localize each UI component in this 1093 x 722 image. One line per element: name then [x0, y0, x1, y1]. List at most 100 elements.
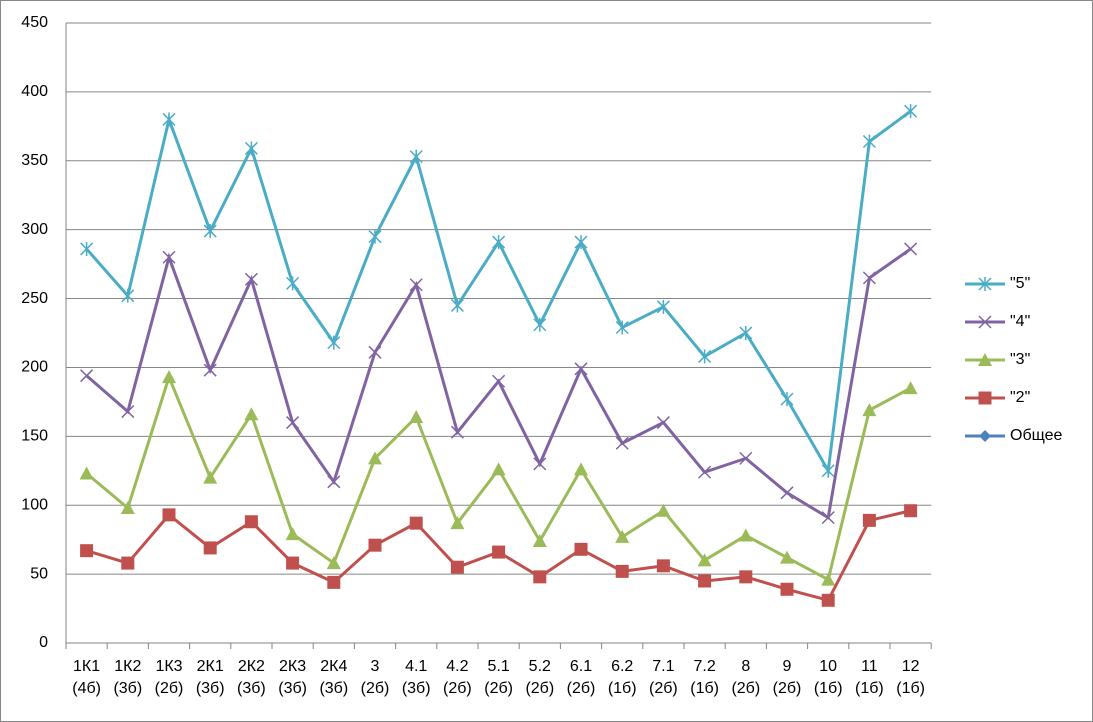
marker: [574, 362, 588, 376]
marker: [450, 298, 464, 313]
y-tick-label: 50: [30, 565, 48, 582]
marker: [162, 112, 176, 127]
marker: [904, 242, 918, 256]
marker: [903, 381, 918, 395]
marker: [656, 416, 670, 430]
marker: [80, 241, 94, 256]
marker: [738, 528, 753, 542]
marker: [244, 272, 258, 286]
x-tick-label: 9 (2б): [772, 658, 802, 697]
marker: [615, 529, 630, 543]
marker: [656, 559, 670, 573]
marker: [780, 392, 794, 407]
marker: [533, 457, 547, 471]
marker: [327, 575, 341, 589]
x-tick-label: 2К4 (3б): [319, 658, 349, 697]
marker: [574, 462, 588, 476]
marker: [162, 508, 176, 522]
x-tick-label: 4.1 (3б): [401, 658, 431, 697]
marker: [615, 436, 629, 450]
marker: [615, 320, 629, 335]
legend-label: "2": [1010, 389, 1030, 406]
marker: [492, 545, 506, 559]
marker: [780, 550, 794, 564]
marker: [862, 403, 877, 417]
marker: [286, 556, 300, 570]
marker: [698, 349, 712, 364]
x-tick-label: 7.2 (1б): [690, 658, 719, 697]
x-tick-label: 5.1 (2б): [484, 658, 513, 697]
marker: [904, 504, 918, 518]
marker: [862, 134, 876, 149]
y-tick-label: 300: [21, 221, 48, 238]
y-tick-label: 150: [21, 428, 48, 445]
marker: [121, 556, 135, 570]
x-tick-label: 6.2 (1б): [607, 658, 637, 697]
marker: [409, 278, 423, 292]
marker: [656, 503, 671, 517]
marker: [79, 466, 94, 480]
marker: [80, 369, 94, 383]
marker: [162, 370, 176, 384]
marker: [862, 271, 876, 285]
marker: [492, 235, 506, 250]
marker: [979, 430, 991, 442]
marker: [698, 574, 712, 588]
x-tick-label: 1К1 (4б): [72, 658, 101, 697]
y-tick-label: 400: [21, 83, 48, 100]
y-tick-label: 350: [21, 152, 48, 169]
marker: [368, 538, 382, 552]
marker: [491, 462, 506, 476]
marker: [492, 374, 506, 388]
marker: [409, 149, 423, 164]
marker: [120, 500, 135, 514]
x-tick-label: 8 (2б): [731, 658, 761, 697]
marker: [821, 593, 835, 607]
marker: [203, 363, 217, 377]
marker: [80, 544, 94, 558]
x-tick-label: 7.1 (2б): [649, 658, 678, 697]
marker: [121, 405, 135, 419]
x-tick-label: 6.1 (2б): [566, 658, 596, 697]
marker: [326, 556, 341, 570]
y-tick-label: 200: [21, 359, 48, 376]
x-tick-label: 5.2 (2б): [525, 658, 555, 697]
marker: [533, 317, 547, 332]
marker: [368, 451, 382, 465]
marker: [450, 425, 464, 439]
marker: [286, 276, 300, 291]
marker: [121, 288, 135, 303]
x-tick-label: 2К2 (3б): [237, 658, 266, 697]
x-tick-label: 2К3 (3б): [278, 658, 307, 697]
marker: [978, 315, 992, 329]
marker: [450, 516, 465, 530]
marker: [409, 516, 423, 530]
y-tick-label: 450: [21, 14, 48, 31]
marker: [821, 463, 835, 478]
marker: [244, 515, 258, 529]
marker: [244, 141, 258, 156]
marker: [285, 527, 300, 541]
x-tick-label: 10 (1б): [813, 658, 843, 697]
marker: [327, 335, 341, 350]
x-tick-label: 3 (2б): [360, 658, 390, 697]
marker: [203, 541, 217, 555]
marker: [368, 345, 382, 359]
legend-label: Общее: [1010, 427, 1062, 444]
marker: [615, 564, 629, 578]
marker: [162, 250, 176, 264]
marker: [821, 511, 835, 525]
legend-label: "3": [1010, 351, 1030, 368]
marker: [574, 542, 588, 556]
x-tick-label: 11 (1б): [855, 658, 884, 697]
marker: [574, 235, 588, 250]
marker: [327, 475, 341, 489]
marker: [978, 391, 992, 405]
x-tick-label: 4.2 (2б): [443, 658, 472, 697]
marker: [780, 486, 794, 500]
marker: [698, 465, 712, 479]
marker: [450, 560, 464, 574]
marker: [904, 104, 918, 119]
